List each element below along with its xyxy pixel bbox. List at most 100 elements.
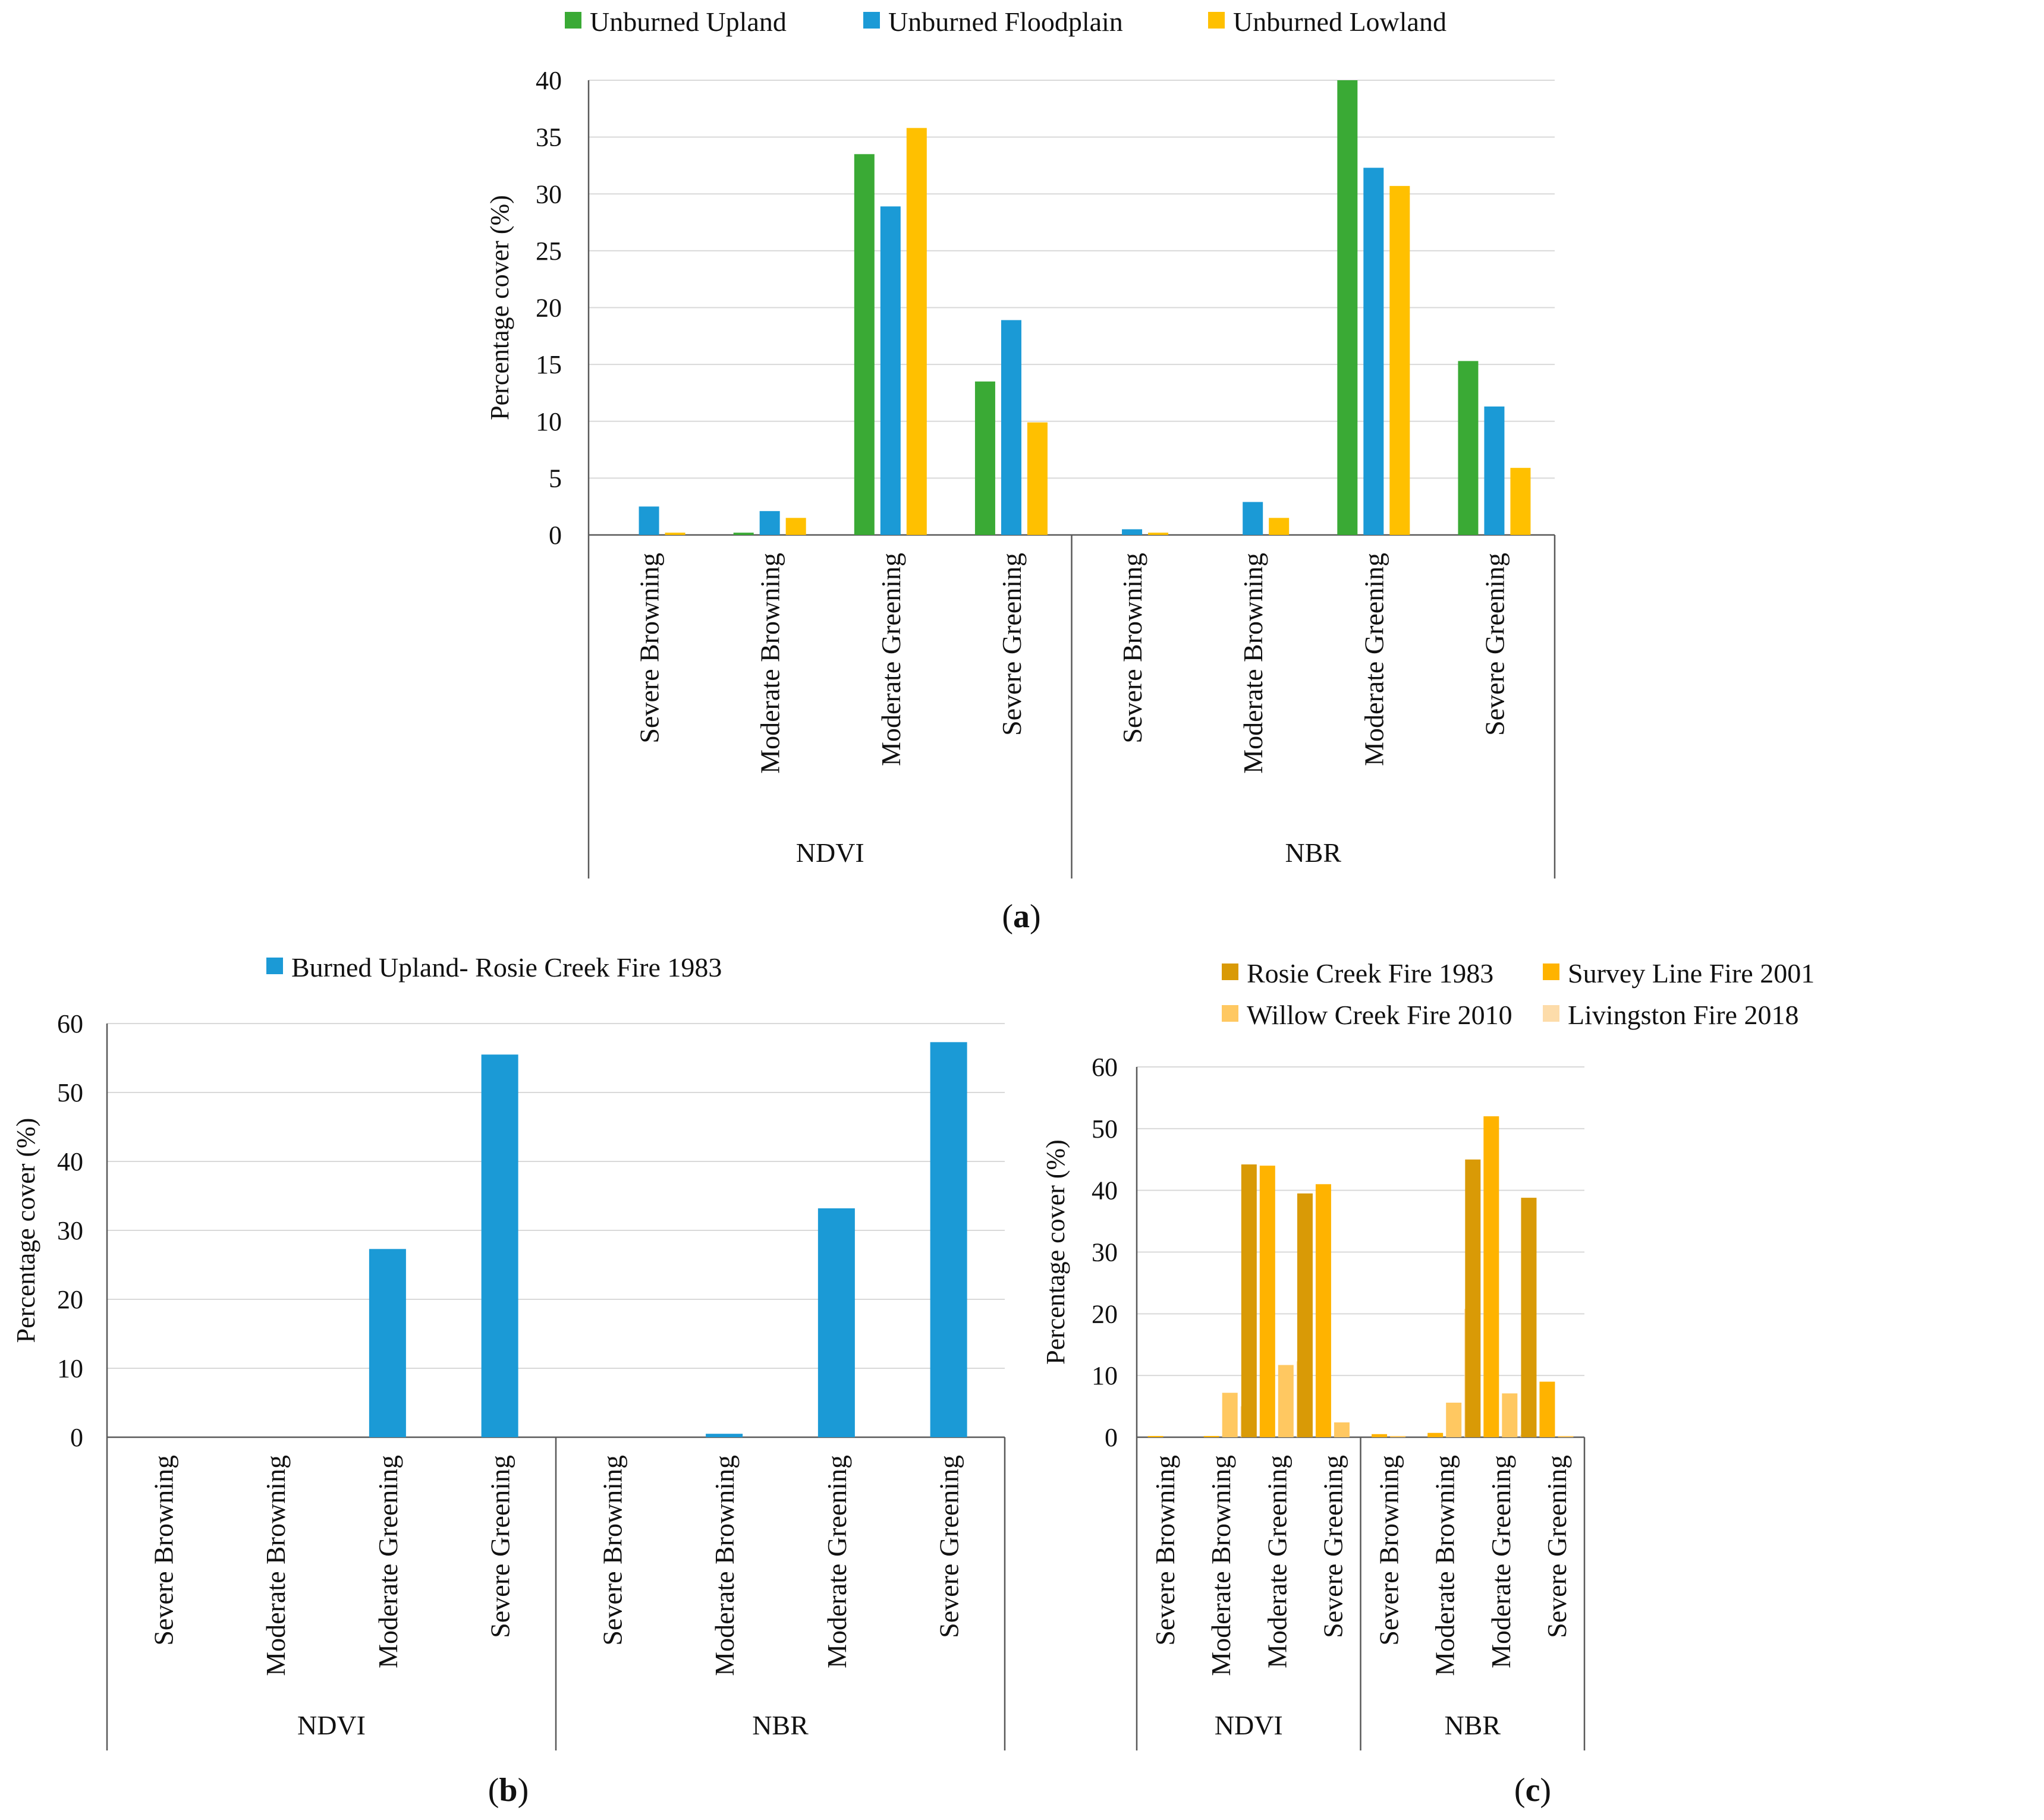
y-tick-label: 60 [57,1009,83,1038]
bar [1484,406,1505,535]
category-label: Moderate Greening [822,1455,852,1668]
bar [1372,1434,1388,1437]
category-label: Severe Browning [1117,553,1147,744]
y-tick-label: 20 [57,1285,83,1314]
category-label: Moderate Greening [373,1455,403,1668]
bar [1446,1402,1462,1437]
category-label: Severe Browning [597,1455,627,1646]
category-label: Moderate Greening [1262,1455,1292,1668]
bar [1243,502,1263,535]
legend-label: Survey Line Fire 2001 [1568,958,1815,988]
group-label: NDVI [297,1710,366,1740]
bar [369,1249,406,1437]
bar [706,1434,743,1437]
bar [817,1208,855,1437]
bar [1297,1193,1313,1437]
legend-swatch [1543,1005,1559,1022]
category-label: Severe Greening [1542,1455,1572,1638]
category-label: Severe Greening [485,1455,515,1638]
category-label: Moderate Browning [709,1455,740,1676]
bar [1558,1435,1574,1437]
bar [1203,1435,1219,1437]
y-tick-label: 10 [1092,1361,1118,1390]
group-label: NBR [1285,837,1341,868]
bar [1390,1435,1406,1437]
panel-label: (a) [1002,898,1040,935]
panel-label: (b) [488,1772,529,1809]
y-tick-label: 0 [1105,1423,1118,1452]
group-label: NDVI [796,837,864,868]
y-tick-label: 40 [57,1147,83,1176]
bar [733,533,754,535]
legend-label: Rosie Creek Fire 1983 [1247,958,1493,988]
bar [1510,468,1531,535]
category-label: Moderate Browning [755,553,785,774]
bar [974,381,995,535]
legend-swatch [1543,963,1559,980]
y-tick-label: 0 [549,521,562,550]
bar [481,1054,518,1437]
category-label: Moderate Greening [1486,1455,1516,1668]
y-tick-label: 15 [536,350,562,379]
category-label: Severe Browning [634,553,665,744]
bar [1241,1164,1257,1437]
y-tick-label: 40 [536,66,562,95]
y-axis-title: Percentage cover (%) [11,1118,40,1343]
y-tick-label: 30 [536,180,562,209]
category-label: Moderate Greening [1359,553,1389,766]
bar [854,154,875,535]
y-tick-label: 0 [70,1423,83,1452]
y-tick-label: 35 [536,123,562,152]
bar [1483,1116,1499,1437]
y-tick-label: 20 [536,294,562,323]
bar [1334,1422,1350,1437]
legend-label: Livingston Fire 2018 [1568,1000,1798,1030]
bar [1222,1393,1238,1437]
y-tick-label: 50 [57,1078,83,1107]
bar [1122,529,1143,535]
bar [1539,1381,1555,1437]
y-tick-label: 25 [536,237,562,266]
y-axis-title: Percentage cover (%) [485,195,514,420]
legend-swatch [565,12,581,29]
bar [1521,1198,1537,1437]
category-label: Severe Browning [1150,1455,1180,1646]
bar [1259,1166,1275,1437]
bar [759,511,780,535]
y-tick-label: 10 [536,407,562,436]
chart-panel-a: 0 5 10 15 20 25 30 35 40 Percentage cover (%) Seve… [485,7,1556,935]
chart-panel-b: 0 10 20 30 40 50 60 Percentage cover (%) Severe … [11,952,1006,1809]
bar [880,206,901,536]
legend-label: Unburned Floodplain [888,7,1123,37]
category-label: Moderate Browning [1430,1455,1460,1676]
bar [785,518,806,535]
y-tick-label: 50 [1092,1114,1118,1144]
bar [1337,80,1358,535]
category-label: Severe Greening [996,553,1027,736]
bar [1363,168,1384,535]
category-label: Severe Browning [148,1455,178,1646]
bar [1147,1435,1163,1437]
bar [930,1042,967,1437]
category-label: Severe Greening [934,1455,964,1638]
bar [1315,1184,1331,1437]
y-tick-label: 30 [57,1216,83,1245]
bar [639,506,659,535]
bar [1001,320,1021,535]
category-label: Moderate Browning [1238,553,1268,774]
y-tick-label: 30 [1092,1238,1118,1267]
bar [1269,518,1290,535]
y-tick-label: 5 [549,464,562,493]
group-label: NBR [752,1710,809,1740]
y-tick-label: 40 [1092,1176,1118,1205]
bar [1502,1393,1518,1437]
group-label: NBR [1444,1710,1501,1740]
bar [1458,361,1479,535]
y-tick-label: 60 [1092,1053,1118,1082]
y-tick-label: 20 [1092,1299,1118,1328]
category-label: Moderate Browning [260,1455,291,1676]
legend-label: Unburned Upland [590,7,787,37]
bar [1278,1365,1294,1437]
bar [906,128,927,535]
